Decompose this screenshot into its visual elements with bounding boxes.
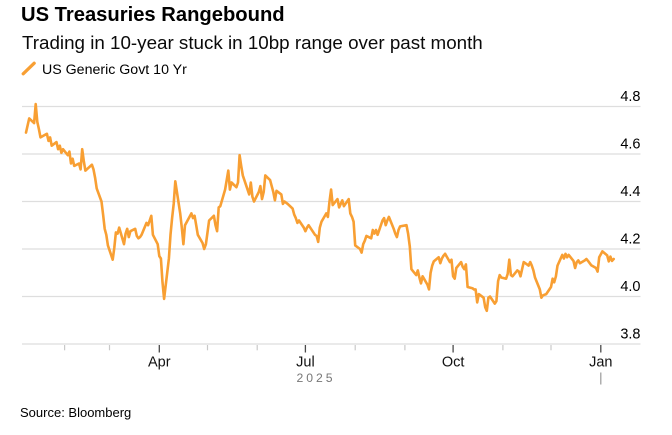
svg-text:2025: 2025	[296, 371, 335, 385]
svg-text:4.4: 4.4	[620, 184, 640, 200]
svg-text:Oct: Oct	[442, 355, 465, 371]
svg-text:Jul: Jul	[296, 355, 315, 371]
svg-text:Apr: Apr	[148, 355, 171, 371]
svg-text:4.8: 4.8	[620, 89, 640, 105]
svg-text:3.8: 3.8	[620, 327, 640, 343]
svg-text:4.0: 4.0	[620, 279, 640, 295]
svg-text:4.6: 4.6	[620, 137, 640, 153]
svg-text:Jan: Jan	[589, 355, 612, 371]
svg-text:4.2: 4.2	[620, 232, 640, 248]
